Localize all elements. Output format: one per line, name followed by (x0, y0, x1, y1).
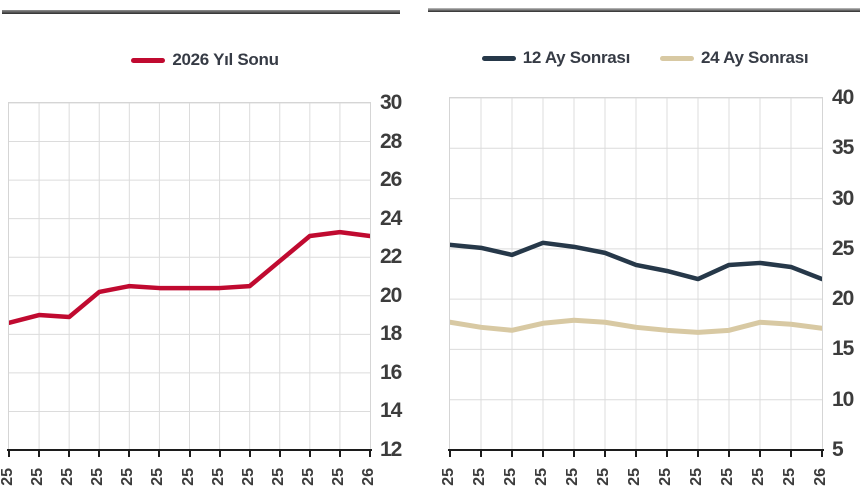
x-tick (511, 451, 513, 457)
x-tick (480, 451, 482, 457)
x-axis (448, 448, 824, 451)
y-tick-label: 16 (380, 360, 402, 384)
legend-label: 2026 Yıl Sonu (172, 50, 279, 69)
series-line-2026-yıl-sonu (9, 229, 370, 326)
legend-label: 24 Ay Sonrası (701, 48, 809, 67)
red-line-swatch (131, 57, 166, 63)
x-tick (697, 451, 699, 457)
legend-item-24-ay-sonrasi: 24 Ay Sonrası (660, 48, 809, 68)
x-tick (68, 451, 71, 457)
plot-svg (450, 98, 822, 450)
x-tick (369, 451, 371, 457)
x-tick (790, 451, 792, 457)
y-tick-label: 24 (380, 206, 402, 230)
x-tick-label: 25 (564, 468, 581, 486)
x-tick-label: 25 (440, 468, 457, 486)
x-axis (7, 448, 372, 451)
y-tick-label: 28 (380, 129, 402, 153)
y-tick-label: 20 (832, 287, 854, 311)
y-tick-label: 5 (832, 438, 844, 461)
x-tick-label: 25 (750, 468, 767, 486)
y-tick-label: 26 (380, 168, 402, 192)
x-tick (98, 451, 101, 457)
x-tick (666, 451, 668, 457)
x-tick-label: 25 (299, 468, 317, 486)
x-tick-label: 25 (719, 468, 736, 486)
y-tick-label: 30 (832, 186, 854, 210)
x-tick (759, 451, 761, 457)
left-chart-legend: 2026 Yıl Sonu (0, 50, 410, 70)
x-tick (821, 451, 823, 457)
x-tick-label: 25 (329, 468, 347, 486)
y-tick-label: 25 (832, 236, 854, 260)
y-tick-label: 10 (832, 387, 854, 411)
x-tick (308, 451, 311, 457)
y-tick-label: 20 (380, 283, 402, 307)
y-tick-label: 18 (380, 322, 402, 346)
x-tick (604, 451, 606, 457)
right-chart-legend: 12 Ay Sonrası 24 Ay Sonrası (430, 48, 860, 68)
y-tick-label: 40 (832, 86, 854, 109)
x-tick-label: 25 (471, 468, 488, 486)
x-tick-label: 25 (595, 468, 612, 486)
x-tick-label: 26 (360, 468, 377, 486)
x-tick-label: 25 (89, 468, 107, 486)
x-tick (542, 451, 544, 457)
x-tick (158, 451, 161, 457)
legend-item-12-ay-sonrasi: 12 Ay Sonrası (481, 48, 631, 68)
x-tick-label: 25 (0, 468, 16, 486)
x-tick (248, 451, 251, 457)
x-tick (728, 451, 730, 457)
x-tick (573, 451, 575, 457)
x-tick-label: 25 (239, 468, 257, 486)
left-panel-top-rule (2, 10, 400, 14)
legend-item-2026-yil-sonu: 2026 Yıl Sonu (131, 50, 279, 70)
x-tick-label: 25 (626, 468, 643, 486)
series-line-12-ay-sonrası (450, 240, 822, 282)
x-tick-label: 25 (657, 468, 674, 486)
x-tick (38, 451, 41, 457)
x-tick (635, 451, 637, 457)
x-tick-label: 25 (59, 468, 77, 486)
x-tick-label: 25 (688, 468, 705, 486)
x-tick-label: 25 (29, 468, 47, 486)
tan-line-swatch (660, 55, 694, 61)
x-tick-label: 25 (149, 468, 167, 486)
y-tick-label: 35 (832, 136, 854, 160)
x-tick (278, 451, 281, 457)
y-tick-label: 14 (380, 399, 402, 423)
x-tick-label: 25 (179, 468, 197, 486)
x-tick (449, 451, 451, 457)
x-tick-label: 25 (119, 468, 137, 486)
x-tick (8, 451, 10, 457)
x-tick-label: 26 (812, 468, 829, 486)
legend-label: 12 Ay Sonrası (522, 48, 631, 67)
right-panel-top-rule (428, 8, 860, 12)
x-tick (188, 451, 191, 457)
y-tick-label: 22 (380, 245, 402, 269)
x-tick (218, 451, 221, 457)
x-tick-label: 25 (269, 468, 287, 486)
series-line-24-ay-sonrası (450, 317, 822, 335)
x-tick (128, 451, 131, 457)
navy-line-swatch (481, 55, 516, 61)
x-tick (338, 451, 341, 457)
plot-svg (9, 103, 370, 450)
x-tick-label: 25 (533, 468, 550, 486)
x-tick-label: 25 (502, 468, 519, 486)
y-tick-label: 12 (380, 438, 402, 461)
x-tick-label: 25 (781, 468, 798, 486)
x-tick-label: 25 (209, 468, 227, 486)
y-tick-label: 30 (380, 91, 402, 114)
y-tick-label: 15 (832, 337, 854, 361)
